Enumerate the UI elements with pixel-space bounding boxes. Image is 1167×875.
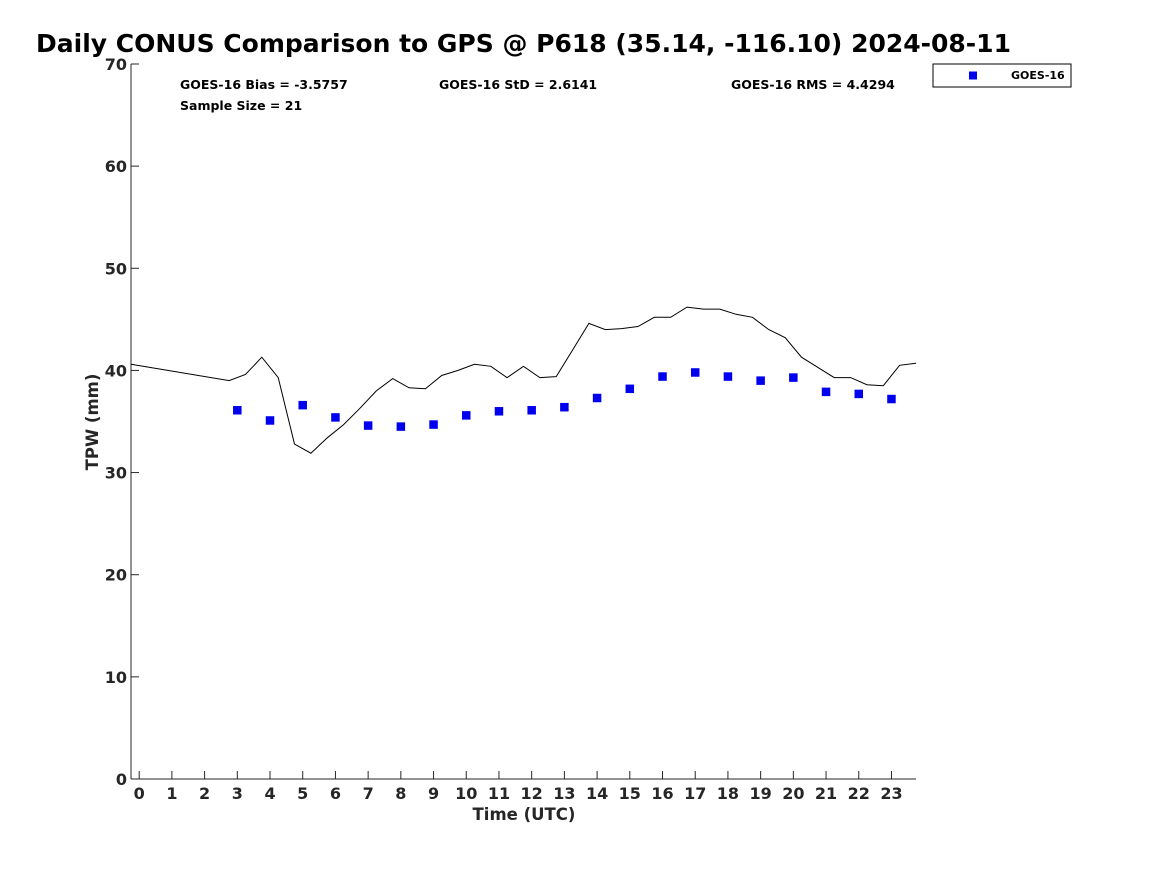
x-tick-label: 0	[134, 784, 145, 803]
x-tick-label: 23	[880, 784, 902, 803]
goes16-point	[789, 373, 798, 382]
goes16-point	[363, 421, 373, 430]
goes16-point	[429, 420, 438, 429]
y-tick-label: 30	[105, 464, 127, 483]
x-tick-label: 10	[455, 784, 477, 803]
goes16-point	[821, 387, 831, 397]
goes16-point	[625, 384, 635, 394]
goes16-point	[396, 422, 406, 431]
y-axis-label: TPW (mm)	[83, 374, 102, 471]
x-tick-label: 14	[586, 784, 608, 803]
goes16-point	[331, 413, 340, 422]
goes16-point	[690, 368, 700, 377]
goes16-point	[756, 376, 765, 385]
y-tick-label: 40	[105, 361, 127, 380]
x-tick-label: 12	[521, 784, 543, 803]
x-tick-label: 2	[199, 784, 210, 803]
x-axis-label: Time (UTC)	[473, 805, 576, 824]
goes16-point	[723, 372, 733, 381]
stat-sample-size: Sample Size = 21	[180, 98, 302, 113]
gps-tpw-line	[130, 306, 917, 454]
y-tick-label: 0	[116, 770, 127, 789]
goes16-point	[298, 400, 307, 410]
goes16-point	[658, 372, 667, 381]
legend-box	[932, 63, 1072, 88]
stat-std: GOES-16 StD = 2.6141	[439, 77, 597, 92]
x-tick-label: 5	[297, 784, 308, 803]
x-tick-label: 16	[651, 784, 673, 803]
goes16-point	[265, 416, 275, 425]
goes16-point	[887, 394, 896, 404]
x-tick-label: 20	[782, 784, 804, 803]
y-tick-label: 10	[105, 668, 127, 687]
x-tick-label: 17	[684, 784, 706, 803]
x-tick-label: 9	[428, 784, 439, 803]
goes16-point	[592, 393, 602, 403]
x-tick-label: 21	[815, 784, 837, 803]
stat-rms: GOES-16 RMS = 4.4294	[731, 77, 895, 92]
x-tick-label: 4	[264, 784, 275, 803]
goes16-point	[233, 406, 242, 415]
goes16-point	[494, 407, 504, 416]
goes16-point	[527, 406, 536, 415]
x-tick-label: 11	[488, 784, 510, 803]
legend-label-goes16: GOES-16	[1011, 69, 1065, 82]
x-tick-label: 8	[395, 784, 406, 803]
x-tick-label: 7	[363, 784, 374, 803]
legend: GOES-16	[932, 63, 1072, 88]
goes16-point	[854, 389, 864, 399]
x-tick-label: 13	[553, 784, 575, 803]
y-tick-label: 20	[105, 566, 127, 585]
x-tick-label: 6	[330, 784, 341, 803]
y-tick-label: 60	[105, 157, 127, 176]
legend-marker-goes16	[969, 71, 977, 80]
y-tick-label: 70	[105, 55, 127, 74]
chart-title: Daily CONUS Comparison to GPS @ P618 (35…	[36, 29, 1011, 58]
y-tick-label: 50	[105, 259, 127, 278]
goes16-point	[560, 402, 569, 412]
stat-bias: GOES-16 Bias = -3.5757	[180, 77, 348, 92]
x-tick-label: 19	[750, 784, 772, 803]
x-tick-label: 1	[166, 784, 177, 803]
x-tick-label: 18	[717, 784, 739, 803]
x-tick-label: 3	[232, 784, 243, 803]
x-tick-label: 15	[619, 784, 641, 803]
goes16-point	[462, 411, 471, 420]
x-tick-label: 22	[848, 784, 870, 803]
